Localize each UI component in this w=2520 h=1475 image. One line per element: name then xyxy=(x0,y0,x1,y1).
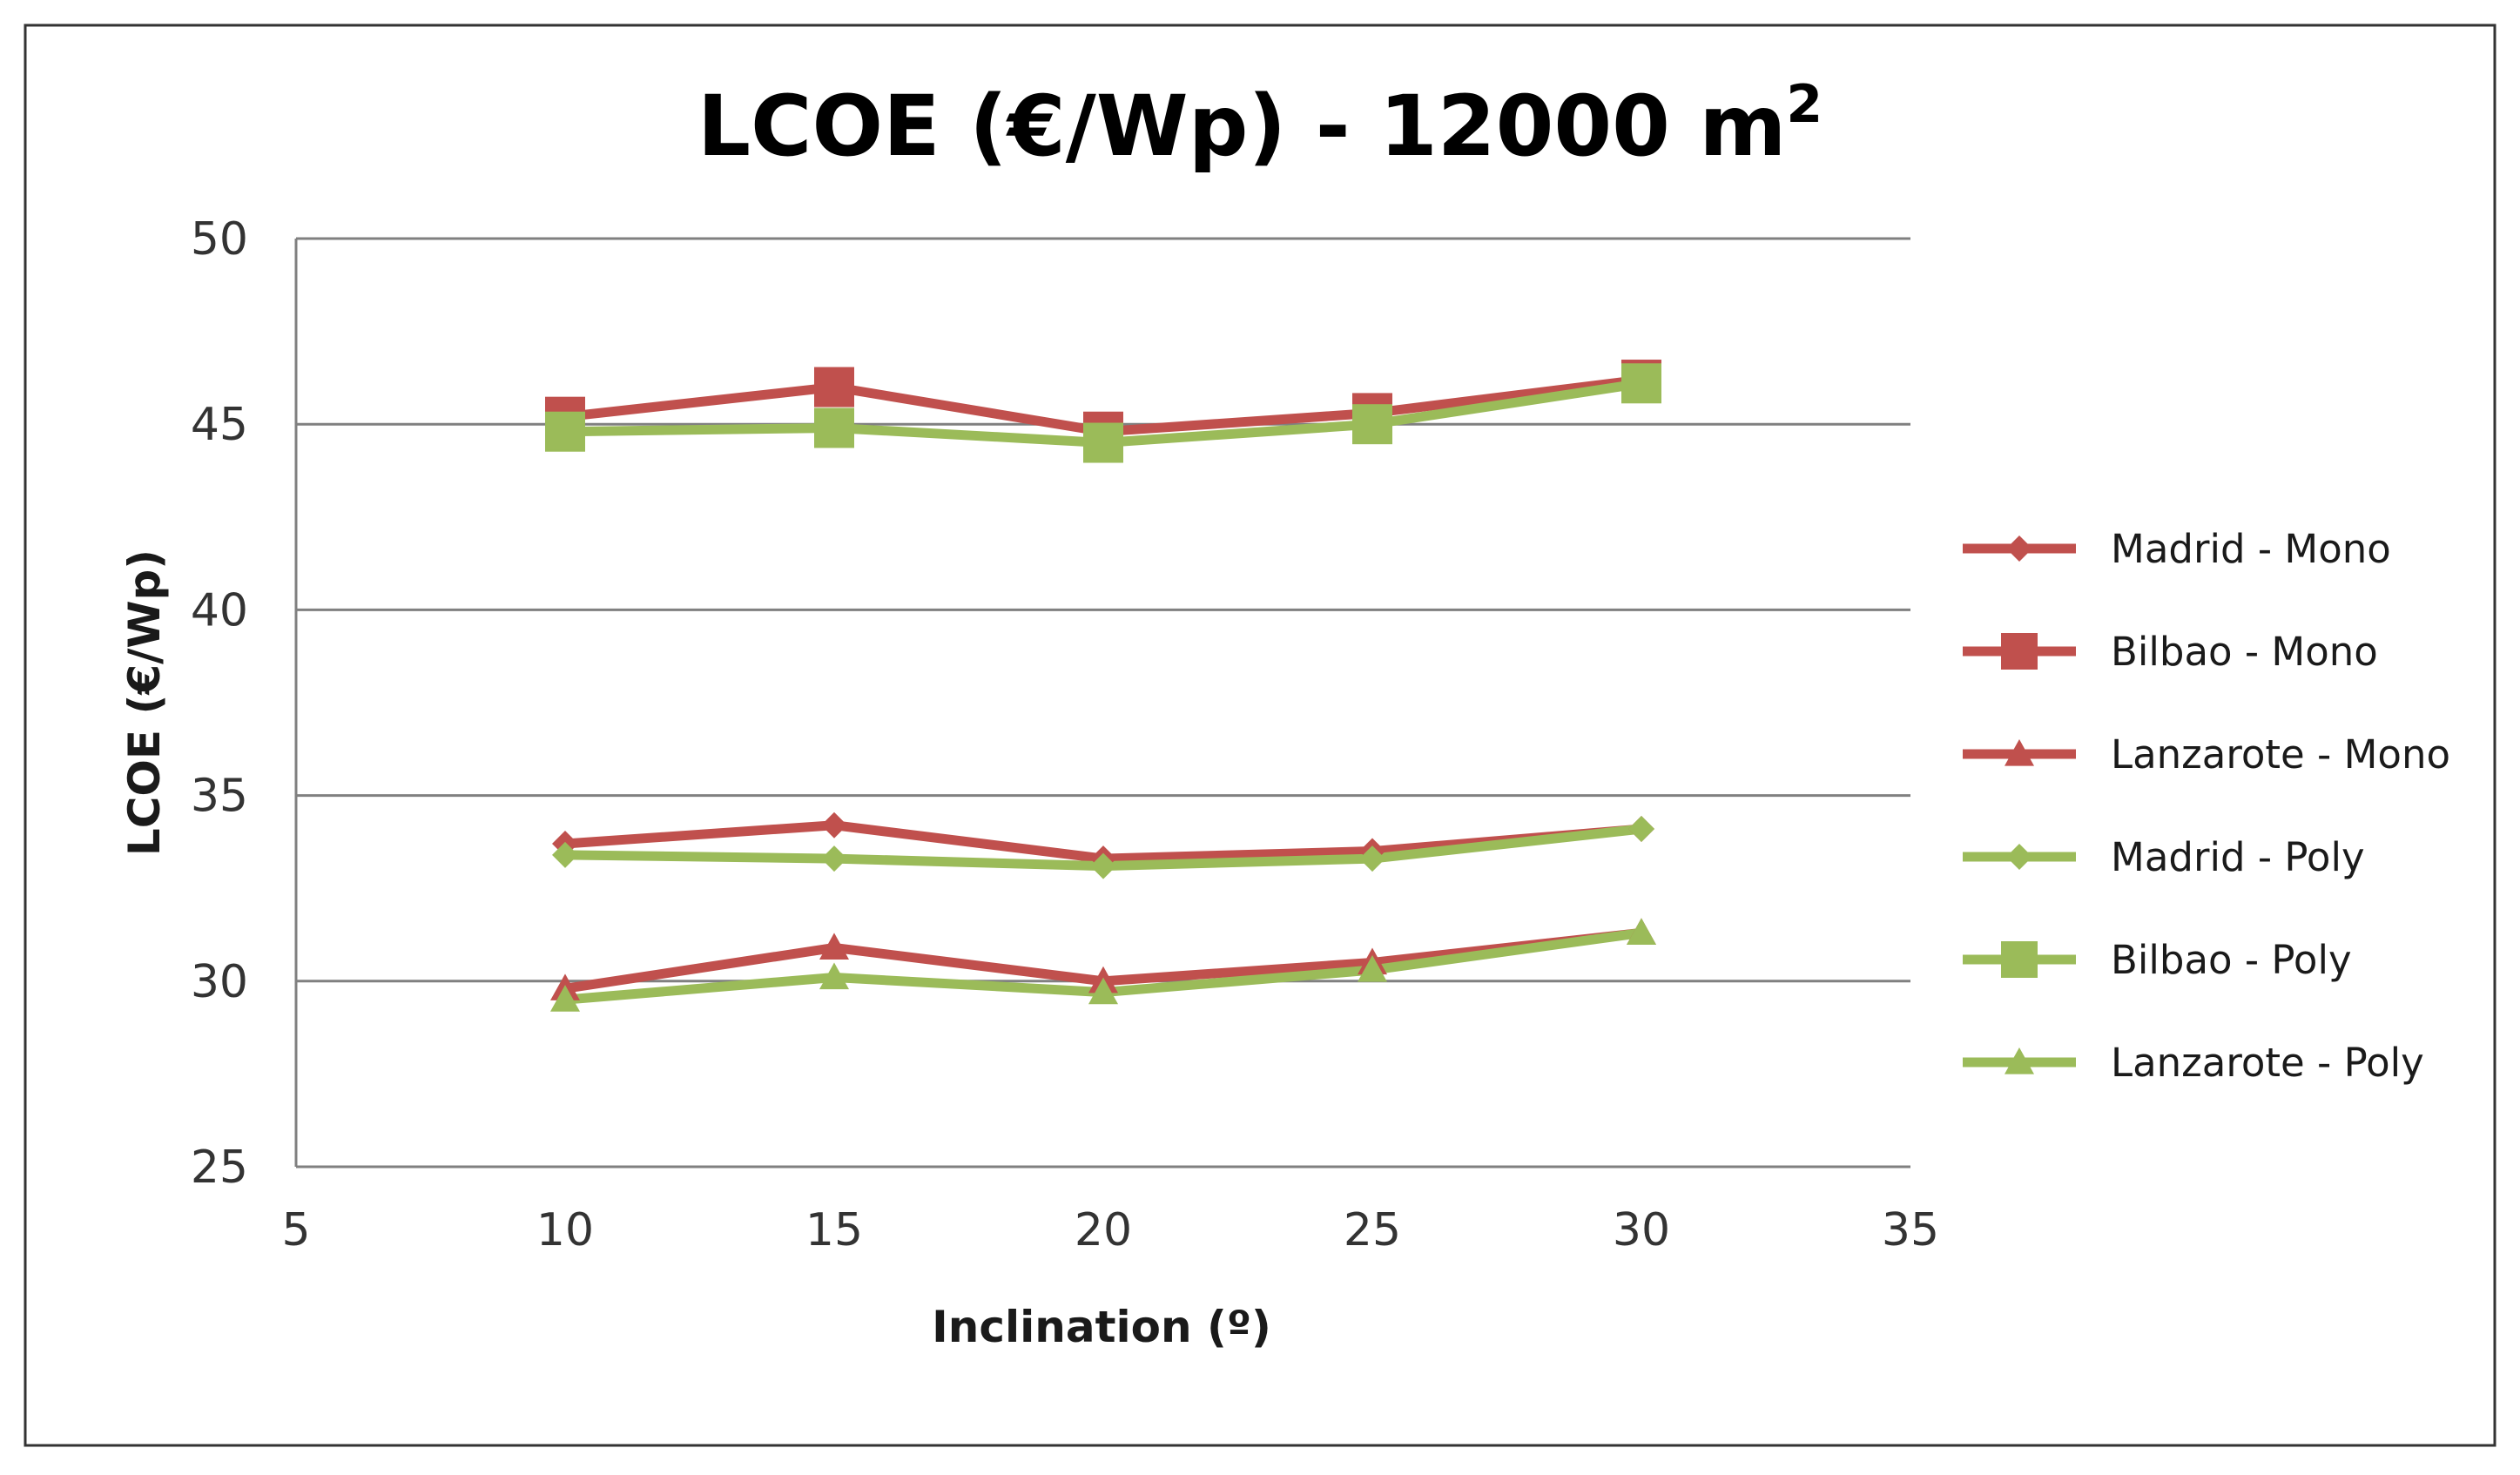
y-tick-label: 45 xyxy=(191,399,248,451)
chart-title: LCOE (€/Wp) - 12000 m2 xyxy=(697,74,1823,175)
x-tick-label: 20 xyxy=(1075,1204,1132,1256)
y-tick-label: 50 xyxy=(191,213,248,266)
legend-marker xyxy=(2005,739,2034,766)
legend-item-madrid-poly: Madrid - Poly xyxy=(1963,834,2365,880)
data-point xyxy=(814,367,854,407)
legend-item-lanzarote-mono: Lanzarote - Mono xyxy=(1963,731,2450,778)
y-tick-label: 35 xyxy=(191,771,248,823)
legend-label: Bilbao - Mono xyxy=(2111,629,2378,675)
chart-title-superscript: 2 xyxy=(1786,74,1823,135)
data-point xyxy=(819,933,849,960)
data-point xyxy=(1090,852,1116,879)
data-point xyxy=(1359,845,1385,872)
y-axis-title: LCOE (€/Wp) xyxy=(119,549,170,856)
x-tick-label: 10 xyxy=(536,1204,594,1256)
data-point xyxy=(821,845,847,872)
y-tick-label: 40 xyxy=(191,584,248,636)
legend-label: Madrid - Poly xyxy=(2111,834,2365,880)
legend-item-lanzarote-poly: Lanzarote - Poly xyxy=(1963,1040,2424,1086)
x-tick-label: 35 xyxy=(1882,1204,1939,1256)
data-point xyxy=(1358,955,1387,982)
series-markers-madrid-poly xyxy=(552,815,1654,879)
legend-marker xyxy=(2005,1047,2034,1074)
legend-label: Bilbao - Poly xyxy=(2111,937,2352,983)
y-tick-label: 30 xyxy=(191,956,248,1008)
legend-item-bilbao-poly: Bilbao - Poly xyxy=(1963,937,2352,983)
data-point xyxy=(814,407,854,448)
legend-label: Madrid - Mono xyxy=(2111,526,2391,572)
data-point xyxy=(1352,404,1392,445)
legend-item-madrid-mono: Madrid - Mono xyxy=(1963,526,2391,572)
series-markers-lanzarote-poly xyxy=(550,918,1656,1012)
chart-border xyxy=(24,24,2496,1447)
data-point xyxy=(1083,422,1123,463)
data-point xyxy=(1621,363,1661,404)
chart-title-main: LCOE (€/Wp) - 12000 m xyxy=(697,77,1787,175)
x-tick-label: 30 xyxy=(1613,1204,1670,1256)
x-tick-label: 15 xyxy=(805,1204,863,1256)
data-point xyxy=(1627,918,1656,945)
data-point xyxy=(821,812,847,839)
x-axis-title: Inclination (º) xyxy=(932,1302,1271,1352)
data-point xyxy=(552,841,578,868)
legend-label: Lanzarote - Mono xyxy=(2111,731,2450,778)
legend-marker xyxy=(2006,535,2032,562)
legend-marker xyxy=(2006,844,2032,870)
x-tick-label: 5 xyxy=(281,1204,310,1256)
legend-label: Lanzarote - Poly xyxy=(2111,1040,2424,1086)
series-markers-bilbao-poly xyxy=(545,363,1661,463)
legend-item-bilbao-mono: Bilbao - Mono xyxy=(1963,629,2378,675)
y-tick-labels: 25 30 35 40 45 50 xyxy=(191,213,248,1194)
data-point xyxy=(1628,815,1654,842)
y-tick-label: 25 xyxy=(191,1142,248,1194)
series-group xyxy=(545,360,1661,1012)
x-tick-label: 25 xyxy=(1344,1204,1401,1256)
data-point xyxy=(1088,977,1118,1005)
legend: Madrid - Mono Bilbao - Mono Lanzarote - Mo… xyxy=(1963,526,2450,1086)
data-point xyxy=(550,985,580,1012)
data-point xyxy=(819,962,849,990)
x-tick-labels: 5 10 15 20 25 30 35 xyxy=(281,1204,1939,1256)
legend-marker xyxy=(2001,941,2038,978)
legend-marker xyxy=(2001,633,2038,670)
data-point xyxy=(545,411,585,452)
